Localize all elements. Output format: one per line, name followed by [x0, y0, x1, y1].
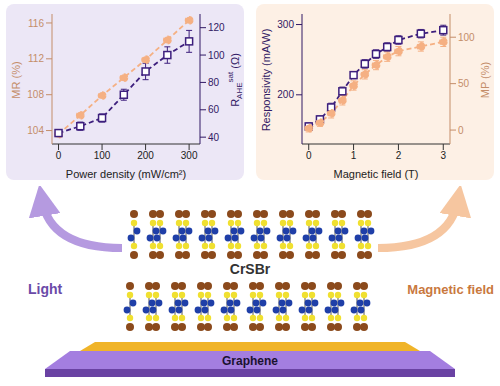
svg-text:0: 0	[458, 125, 464, 136]
html-text:R: R	[229, 98, 241, 107]
svg-text:108: 108	[27, 89, 44, 100]
svg-text:40: 40	[208, 132, 220, 143]
svg-text:104: 104	[27, 125, 44, 136]
html-text:(Ω): (Ω)	[229, 53, 241, 69]
svg-text:100: 100	[94, 150, 111, 161]
svg-text:Light: Light	[28, 281, 63, 297]
svg-text:80: 80	[208, 77, 220, 88]
svg-text:Graphene: Graphene	[222, 354, 278, 368]
svg-text:50: 50	[458, 78, 470, 89]
svg-text:Magnetic field: Magnetic field	[407, 282, 494, 297]
html-text:sat: sat	[226, 71, 235, 83]
html-text:MP (%): MP (%)	[479, 61, 491, 99]
svg-text:200: 200	[137, 150, 154, 161]
svg-text:116: 116	[28, 18, 44, 29]
svg-text:300: 300	[277, 19, 294, 30]
svg-text:300: 300	[181, 150, 198, 161]
svg-text:Power density (mW/cm²): Power density (mW/cm²)	[66, 168, 186, 180]
svg-text:0: 0	[306, 150, 312, 161]
html-text:AHE: AHE	[235, 82, 244, 99]
html-text:MR (%): MR (%)	[10, 61, 22, 99]
svg-text:Magnetic field (T): Magnetic field (T)	[334, 168, 419, 180]
svg-text:200: 200	[277, 89, 294, 100]
svg-text:100: 100	[208, 50, 225, 61]
svg-text:120: 120	[208, 22, 225, 33]
svg-text:100: 100	[458, 32, 475, 43]
html-text:Responsivity (mA/W): Responsivity (mA/W)	[260, 28, 272, 132]
svg-text:1: 1	[351, 150, 357, 161]
svg-text:112: 112	[28, 53, 44, 64]
svg-text:3: 3	[440, 150, 446, 161]
svg-text:60: 60	[208, 104, 220, 115]
svg-text:0: 0	[56, 150, 62, 161]
svg-text:2: 2	[396, 150, 402, 161]
svg-text:CrSBr: CrSBr	[230, 261, 271, 277]
